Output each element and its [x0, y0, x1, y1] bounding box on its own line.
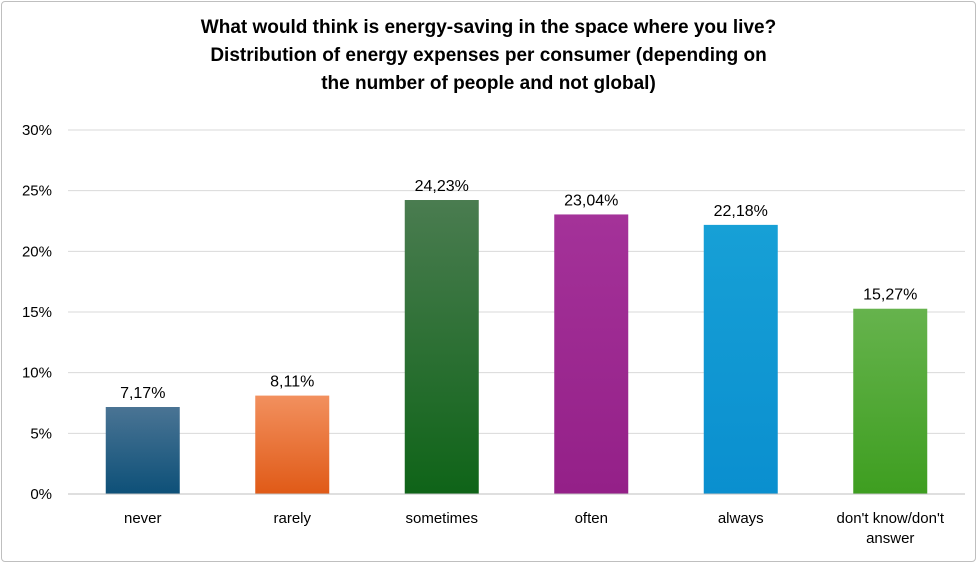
x-tick-label: never [124, 510, 162, 527]
y-tick-label: 0% [30, 486, 52, 503]
bar [554, 214, 629, 494]
x-axis: never rarely sometimes often always don't kno… [68, 493, 965, 547]
bar [255, 395, 330, 494]
y-tick-label: 20% [22, 243, 52, 260]
chart-title-line-2: Distribution of energy expenses per cons… [210, 45, 767, 66]
data-label: 24,23% [415, 178, 469, 195]
x-tick-label: don't know/don't [837, 510, 945, 527]
data-label: 15,27% [863, 287, 917, 304]
x-tick-label: sometimes [405, 510, 478, 527]
bar [404, 200, 479, 494]
data-label: 8,11% [270, 374, 314, 391]
chart-title: What would think is energy-saving in the… [0, 14, 977, 98]
y-tick-label: 30% [22, 122, 52, 139]
data-label: 7,17% [120, 385, 165, 402]
y-tick-label: 15% [22, 304, 52, 321]
chart-title-line-1: What would think is energy-saving in the… [200, 17, 777, 38]
chart-title-line-3: the number of people and not global) [321, 73, 656, 94]
y-axis: 0% 5% 10% 15% 20% 25% 30% [22, 122, 52, 503]
bar [703, 224, 778, 494]
gridlines [68, 129, 965, 434]
bar [853, 308, 928, 494]
y-tick-label: 10% [22, 365, 52, 382]
data-label: 22,18% [714, 203, 768, 220]
y-tick-label: 5% [30, 425, 52, 442]
x-tick-label: often [575, 510, 608, 527]
x-tick-label: rarely [273, 510, 311, 527]
data-label: 23,04% [564, 192, 618, 209]
x-tick-label: always [718, 510, 764, 527]
y-tick-label: 25% [22, 183, 52, 200]
bar [105, 407, 180, 494]
bars [105, 200, 928, 494]
x-tick-label: answer [866, 530, 914, 547]
data-labels: 7,17% 8,11% 24,23% 23,04% 22,18% 15,27% [120, 178, 917, 402]
